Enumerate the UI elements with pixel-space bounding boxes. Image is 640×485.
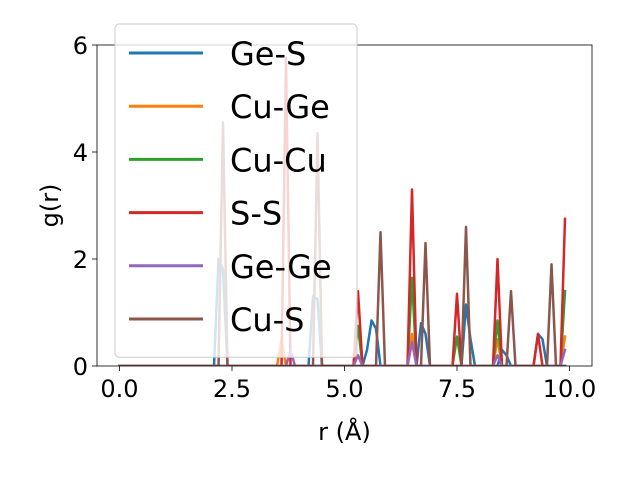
legend-entry-label: Ge-S	[230, 35, 306, 73]
y-tick-label: 0	[73, 353, 88, 381]
legend-entry-label: S-S	[230, 195, 282, 233]
legend-entry-label: Cu-S	[230, 301, 304, 339]
y-tick-label: 6	[73, 32, 88, 60]
x-tick-label: 10.0	[543, 375, 596, 403]
x-tick-label: 7.5	[438, 375, 476, 403]
legend-entry-label: Cu-Ge	[230, 88, 330, 126]
y-axis-label: g(r)	[36, 184, 64, 228]
x-axis-label: r (Å)	[318, 417, 371, 446]
y-tick-label: 4	[73, 139, 88, 167]
y-tick-label: 2	[73, 246, 88, 274]
y-axis-ticks: 0 2 4 6	[73, 32, 97, 381]
legend-entry-label: Cu-Cu	[230, 141, 327, 179]
x-tick-label: 0.0	[100, 375, 138, 403]
x-tick-label: 5.0	[325, 375, 363, 403]
legend: Ge-S Cu-Ge Cu-Cu S-S Ge-Ge Cu-S	[114, 23, 358, 358]
legend-entry-label: Ge-Ge	[230, 248, 332, 286]
x-axis-ticks: 0.0 2.5 5.0 7.5 10.0	[100, 366, 596, 403]
x-tick-label: 2.5	[213, 375, 251, 403]
